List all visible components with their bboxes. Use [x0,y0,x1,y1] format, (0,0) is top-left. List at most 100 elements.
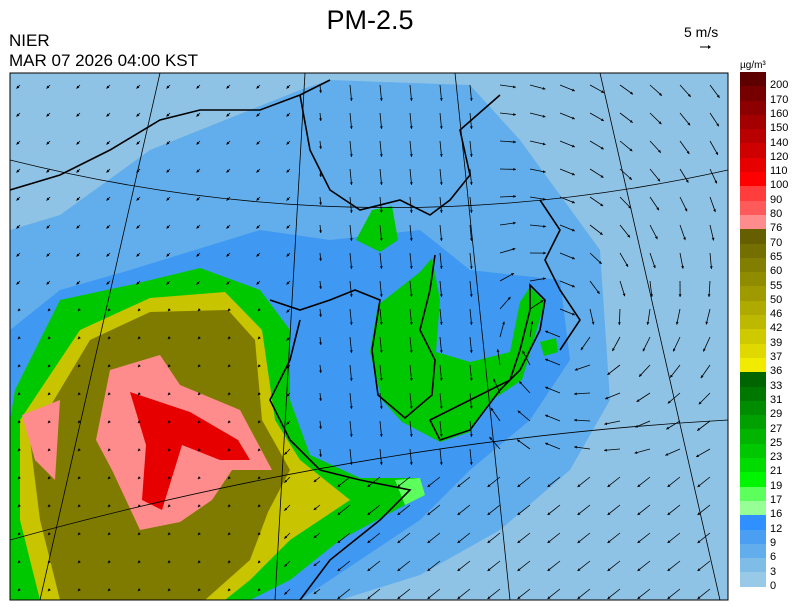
wind-arrow-head [654,236,658,240]
wind-arrow [700,364,711,379]
wind-arrow-head [439,322,443,325]
wind-arrow-head [107,588,111,592]
wind-arrow-head [510,273,514,276]
wind-arrow [709,252,712,269]
legend-label: 90 [770,193,783,206]
wind-arrow [409,364,412,381]
pink-area-west [22,400,60,480]
wind-arrow-head [705,321,709,325]
wind-arrow [589,308,595,325]
wind-vectors [16,84,720,600]
wind-arrow-head [439,434,443,437]
wind-arrow-head [337,484,341,487]
wind-arrow-head [697,427,701,431]
wind-arrow-head [571,228,575,232]
wind-arrow [607,364,621,376]
wind-arrow [619,224,631,238]
wind-arrow-head [457,484,461,487]
wind-arrow-head [106,281,110,285]
wind-arrow-head [681,265,684,269]
wind-arrow-head [427,484,431,487]
wind-arrow [607,504,621,516]
legend-swatch [740,129,766,144]
wind-arrow-head [349,266,353,269]
wind-arrow-head [16,113,20,117]
wind-arrow-head [349,322,353,325]
wind-arrow-head [656,207,659,211]
wind-arrow-head [137,308,141,312]
legend-label: 6 [770,551,777,564]
legend-swatch [740,300,766,316]
wind-arrow-head [77,504,81,508]
wind-arrow-head [257,504,261,508]
wind-arrow [619,252,629,268]
wind-arrow-head [319,118,322,121]
wind-arrow [649,140,662,154]
wind-arrow [574,419,591,422]
wind-arrow [705,308,711,325]
wind-arrow-head [197,392,201,396]
legend-swatch [740,257,766,273]
wind-arrow-head [547,512,551,515]
wind-arrow-head [577,596,581,599]
legend-swatch [740,486,766,501]
wind-arrow-head [637,512,641,515]
wind-arrow-head [196,197,200,201]
wind-arrow-head [379,182,383,185]
wind-arrow-head [16,141,20,145]
wind-arrow-head [313,479,317,482]
wind-arrow-head [439,294,443,297]
wind-arrow-head [17,308,21,312]
wind-arrow [559,84,576,92]
wind-arrow-head [46,141,50,145]
wind-arrow [667,532,681,544]
wind-arrow-head [106,253,110,257]
wind-arrow-head [628,205,632,209]
wind-arrow-head [577,568,581,571]
wind-arrow-head [397,596,401,599]
wind-arrow-head [673,348,676,352]
wind-arrow [349,112,352,129]
wind-arrow-head [17,336,21,340]
legend-swatch [740,572,766,587]
wind-arrow [469,140,472,157]
wind-arrow-head [47,560,51,564]
wind-arrow-head [607,568,611,571]
wind-arrow-head [106,225,110,229]
wind-arrow-head [630,91,634,95]
green-area-northeast [356,206,398,252]
wind-arrow-head [197,336,201,340]
wind-arrow-head [197,588,201,592]
wind-arrow-head [469,182,473,185]
wind-arrow [697,532,711,544]
wind-arrow-head [697,512,701,515]
wind-arrow-head [571,200,575,204]
legend-label: 12 [770,522,783,535]
wind-arrow-head [319,286,322,289]
wind-arrow [497,349,501,366]
wind-arrow [409,84,412,101]
wind-arrow-head [625,263,629,267]
wind-arrow-head [46,197,50,201]
wind-arrow-head [540,300,544,303]
wind-arrow-head [542,170,546,174]
wind-arrow-head [379,406,383,409]
wind-arrow [676,308,681,325]
wind-arrow [667,392,681,404]
wind-arrow-head [439,266,443,269]
wind-arrow [547,560,561,572]
wind-arrow-head [167,560,171,564]
wind-arrow-head [313,591,317,594]
wind-arrow [487,560,501,572]
wind-arrow-head [77,364,81,368]
wind-arrow-head [349,350,353,353]
wind-arrow-head [439,210,443,213]
wind-arrow [516,439,531,450]
wind-arrow-head [707,294,711,297]
wind-arrow [589,252,602,265]
wind-arrow [667,476,681,488]
wind-arrow-head [652,265,656,269]
wind-arrow [709,168,718,184]
wind-arrow [589,168,604,178]
legend-swatch [740,100,766,115]
